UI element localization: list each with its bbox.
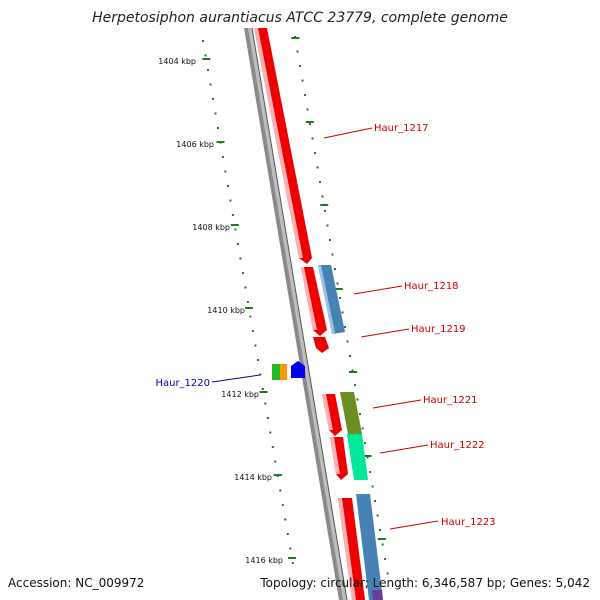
gene-feature-haur-1219[interactable] [313, 337, 329, 353]
gene-label-haur-1217[interactable]: Haur_1217 [374, 123, 429, 134]
gene-label-haur-1220[interactable]: Haur_1220 [155, 378, 210, 389]
tick-label: 1406 kbp [176, 140, 214, 149]
gene-label-haur-1218[interactable]: Haur_1218 [404, 281, 459, 292]
tick-label: 1416 kbp [245, 556, 283, 565]
scale-labels: 1404 kbp 1406 kbp 1408 kbp 1410 kbp 1412… [158, 57, 283, 565]
accession-text: Accession: NC_009972 [8, 576, 144, 590]
tick-label: 1408 kbp [192, 223, 230, 232]
backbone [244, 27, 348, 600]
gene-feature-haur-1223[interactable] [338, 494, 383, 600]
gene-feature-haur-1221[interactable] [322, 392, 362, 436]
topology-text: Topology: circular; Length: 6,346,587 bp… [259, 576, 590, 590]
tick-label: 1404 kbp [158, 57, 196, 66]
gene-features [254, 28, 383, 600]
gene-label-haur-1222[interactable]: Haur_1222 [430, 440, 485, 451]
gene-leader-lines [211, 127, 439, 530]
gene-feature-haur-1217[interactable] [254, 28, 312, 264]
tick-label: 1410 kbp [207, 306, 245, 315]
gene-label-haur-1221[interactable]: Haur_1221 [423, 395, 478, 406]
gene-feature-haur-1220[interactable] [272, 361, 305, 380]
gene-label-haur-1223[interactable]: Haur_1223 [441, 517, 496, 528]
map-title: Herpetosiphon aurantiacus ATCC 23779, co… [92, 10, 508, 26]
feature-steelblue-1 [318, 265, 345, 334]
tick-label: 1412 kbp [221, 390, 259, 399]
gene-labels: Haur_1217 Haur_1218 Haur_1219 Haur_1220 … [155, 123, 495, 528]
gene-label-haur-1219[interactable]: Haur_1219 [411, 324, 466, 335]
tick-label: 1414 kbp [234, 473, 272, 482]
inner-tick-ring [202, 40, 297, 564]
gene-feature-haur-1222[interactable] [330, 434, 368, 480]
outer-tick-ring [291, 36, 389, 575]
gene-feature-haur-1218[interactable] [301, 267, 327, 336]
